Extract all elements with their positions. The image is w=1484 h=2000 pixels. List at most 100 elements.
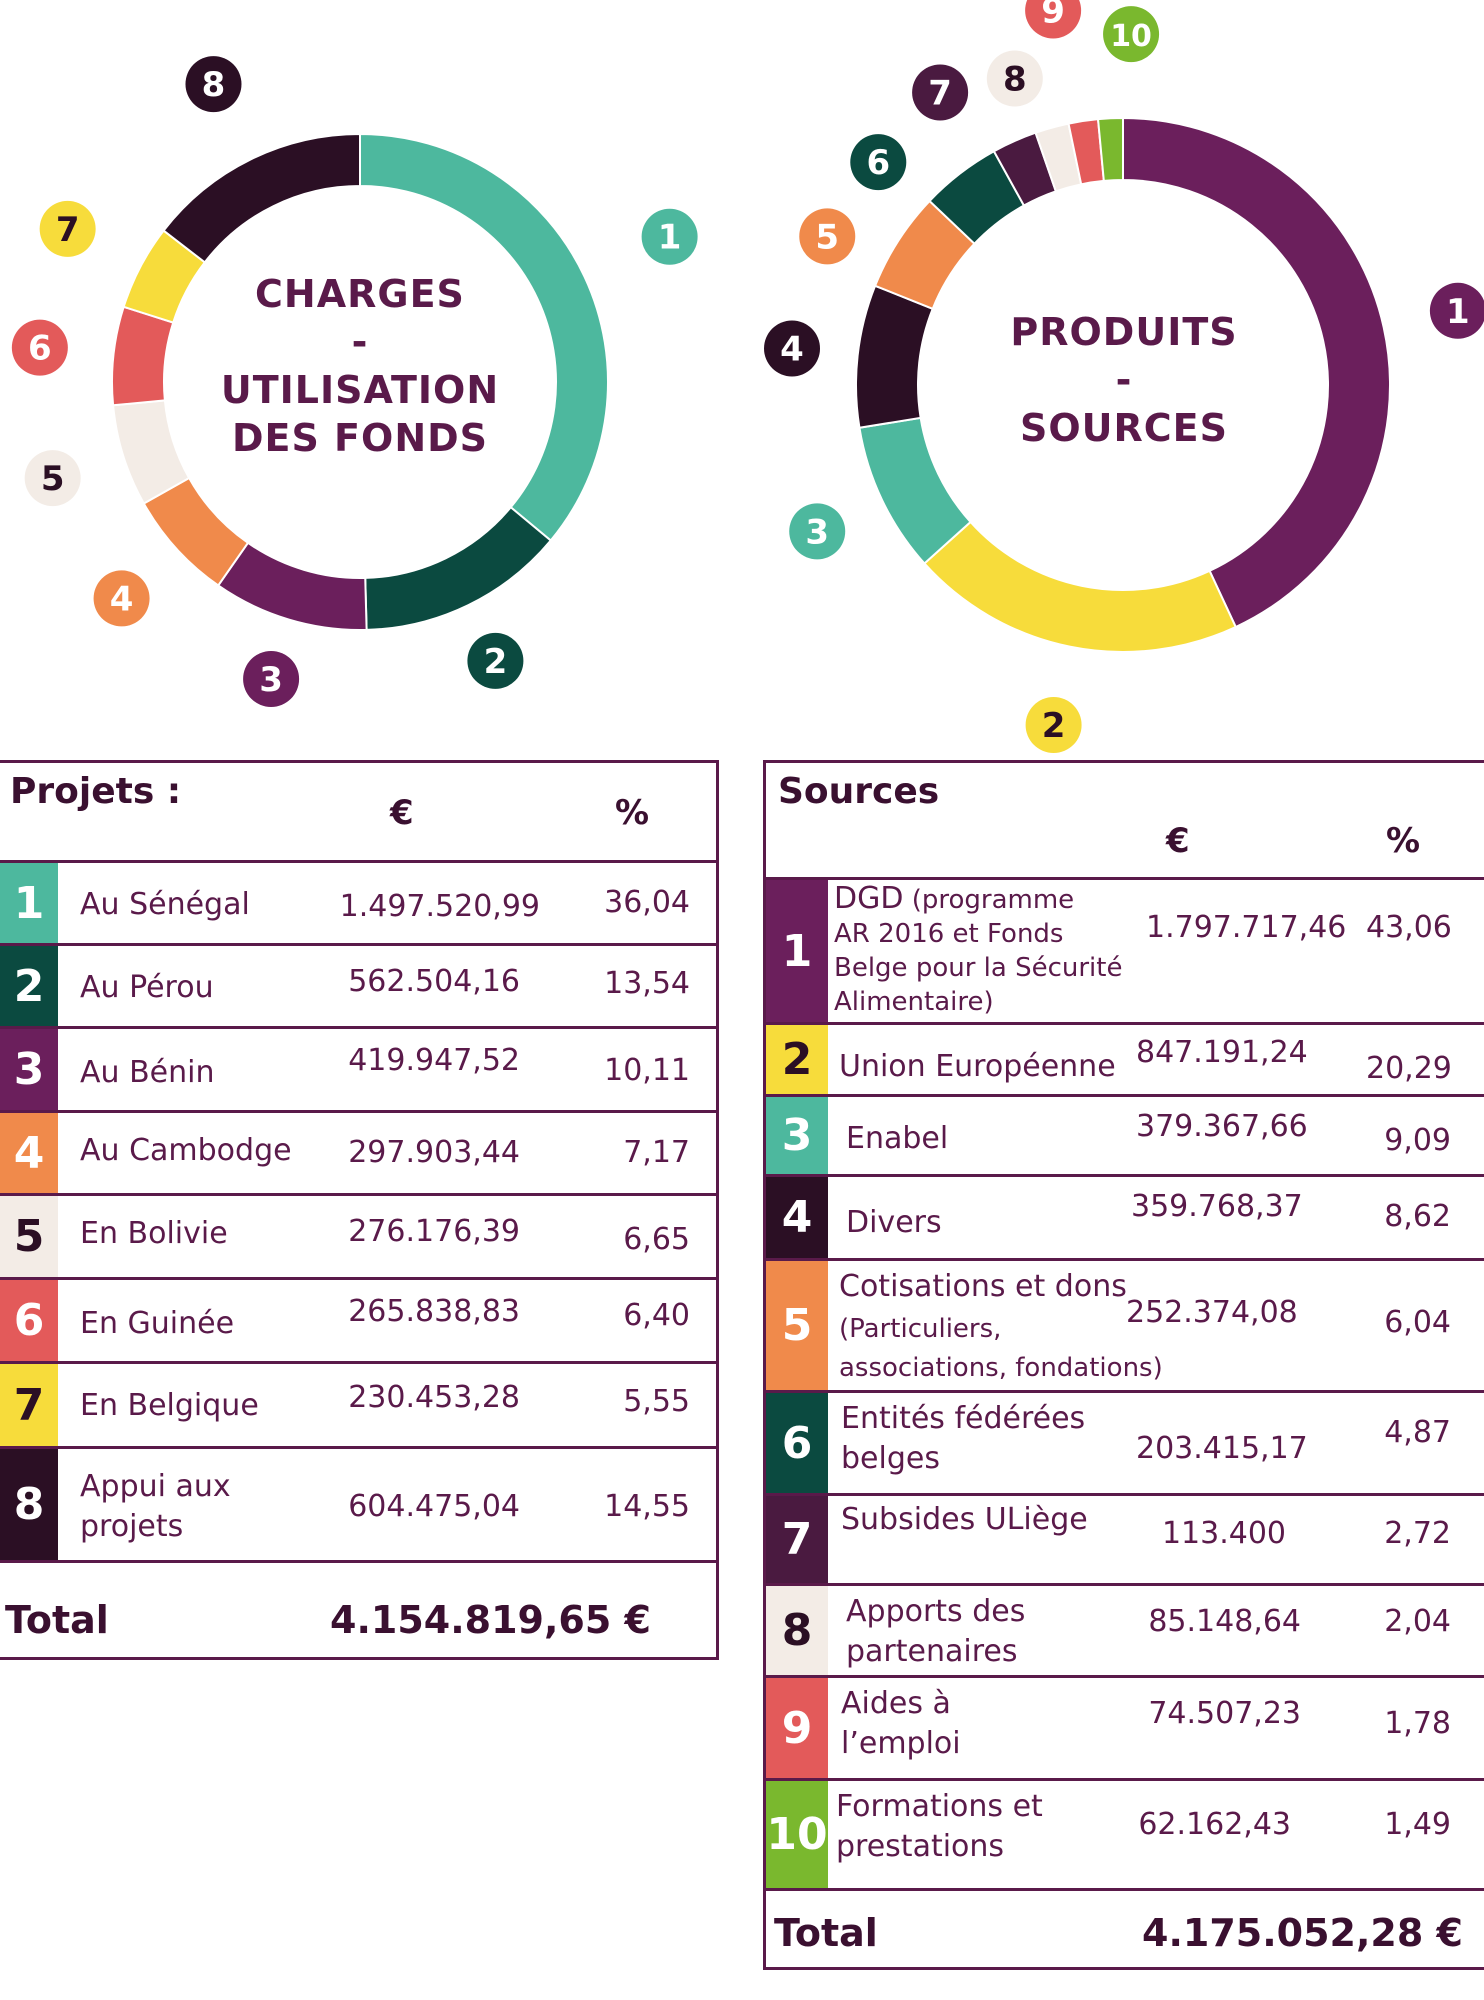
produits-label-text: 4 — [780, 329, 804, 369]
produits-label-text: 1 — [1446, 292, 1470, 332]
row-pct: 20,29 — [1366, 1051, 1452, 1086]
row-label-line-1: Formations et — [836, 1789, 1043, 1824]
table-row: 7 En Belgique 230.453,28 5,55 — [0, 1364, 716, 1449]
charges-label-badge — [93, 570, 150, 627]
row-label: DGD (programme AR 2016 et Fonds Belge po… — [834, 882, 1122, 1019]
row-label-line-2: l’emploi — [841, 1726, 961, 1761]
row-label: Union Européenne — [839, 1049, 1116, 1084]
row-amount: 230.453,28 — [348, 1380, 520, 1415]
charges-slice-3 — [216, 541, 368, 631]
produits-label-badge — [850, 134, 907, 191]
row-pct: 7,17 — [623, 1135, 690, 1170]
produits-label-badge — [1025, 696, 1082, 753]
row-number: 3 — [766, 1097, 828, 1174]
produits-label-badge — [1103, 6, 1160, 63]
charges-label-badge — [39, 200, 96, 257]
row-pct: 6,40 — [623, 1298, 690, 1333]
row-label-line-3: associations, fondations) — [839, 1353, 1163, 1383]
produits-label-badge — [986, 50, 1043, 107]
produits-slice-10 — [1096, 116, 1124, 182]
table-row: 1 Au Sénégal 1.497.520,99 36,04 — [0, 863, 716, 946]
projects-table-header: Projets : € % — [0, 763, 716, 863]
produits-label-text: 10 — [1110, 19, 1152, 54]
produits-donut-chart: 1 2 3 4 567 89 10 — [764, 0, 1484, 753]
charges-slice-6 — [111, 305, 175, 407]
produits-title-line-2: - — [1115, 358, 1133, 402]
charges-slice-label-4: 4 — [93, 570, 150, 627]
row-number: 6 — [766, 1393, 828, 1493]
produits-slice-label-7: 7 — [912, 64, 969, 121]
row-pct: 1,78 — [1384, 1706, 1451, 1741]
produits-label-text: 3 — [805, 512, 829, 552]
charges-label-text: 2 — [484, 642, 508, 682]
row-label: Au Cambodge — [80, 1133, 292, 1168]
row-number: 4 — [0, 1113, 58, 1193]
produits-label-text: 7 — [928, 73, 952, 113]
row-number: 10 — [766, 1781, 828, 1888]
projects-total-label: Total — [5, 1598, 109, 1642]
projects-table: Projets : € % 1 Au Sénégal 1.497.520,99 … — [0, 760, 719, 1660]
charges-label-badge — [11, 319, 68, 376]
row-label-line-1: Entités fédérées — [841, 1401, 1086, 1436]
sources-total-label: Total — [774, 1911, 878, 1955]
row-number: 2 — [0, 946, 58, 1026]
sources-col-pct: % — [1386, 821, 1421, 861]
row-pct: 9,09 — [1384, 1123, 1451, 1158]
table-row: 10 Formations et prestations 62.162,43 1… — [766, 1781, 1484, 1891]
row-number: 5 — [766, 1261, 828, 1390]
row-number: 1 — [766, 880, 828, 1022]
row-label-line-1: Aides à — [841, 1686, 951, 1721]
charges-slice-2 — [364, 505, 553, 631]
row-amount: 252.374,08 — [1126, 1295, 1298, 1330]
row-pct: 1,49 — [1384, 1807, 1451, 1842]
table-row: 9 Aides à l’emploi 74.507,23 1,78 — [766, 1678, 1484, 1781]
produits-slice-label-6: 6 — [850, 134, 907, 191]
charges-label-text: 8 — [202, 65, 226, 105]
produits-label-text: 2 — [1042, 706, 1066, 746]
sources-table-header: Sources € % — [766, 763, 1484, 880]
charges-label-badge — [24, 450, 81, 507]
charges-slice-label-6: 6 — [11, 319, 68, 376]
row-label-line-1: Appui aux — [80, 1469, 231, 1504]
row-label-main: DGD — [834, 881, 904, 916]
projects-total-value: 4.154.819,65 € — [330, 1598, 651, 1642]
projects-col-euro: € — [390, 793, 414, 833]
row-number: 1 — [0, 863, 58, 943]
table-row: 7 Subsides ULiège 113.400 2,72 — [766, 1496, 1484, 1586]
produits-label-text: 9 — [1041, 0, 1065, 31]
sources-table-title: Sources — [778, 771, 940, 812]
row-label: Au Bénin — [80, 1055, 215, 1090]
charges-title-line-3: UTILISATION — [220, 368, 500, 412]
row-label: Entités fédérées belges — [841, 1399, 1085, 1479]
table-row: 3 Enabel 379.367,66 9,09 — [766, 1097, 1484, 1177]
row-number: 8 — [0, 1449, 58, 1560]
charges-donut-chart: 1 2 3 4 5 6 7 8 — [11, 56, 698, 707]
charges-slice-label-2: 2 — [467, 632, 524, 689]
row-label: Appui aux projets — [80, 1467, 231, 1547]
table-row: 8 Apports des partenaires 85.148,64 2,04 — [766, 1586, 1484, 1678]
row-label: En Guinée — [80, 1306, 235, 1341]
produits-slice-label-10: 10 — [1103, 6, 1160, 63]
row-amount: 62.162,43 — [1138, 1807, 1291, 1842]
row-label: En Bolivie — [80, 1216, 228, 1251]
row-pct: 5,55 — [623, 1384, 690, 1419]
row-label-line-2: partenaires — [846, 1634, 1018, 1669]
row-pct: 43,06 — [1366, 910, 1452, 945]
row-label: Aides à l’emploi — [841, 1684, 961, 1764]
row-label: Formations et prestations — [836, 1787, 1043, 1867]
table-row: 5 Cotisations et dons (Particuliers, ass… — [766, 1261, 1484, 1393]
row-amount: 562.504,16 — [348, 964, 520, 999]
produits-slice-label-4: 4 — [764, 320, 821, 377]
row-amount: 604.475,04 — [348, 1489, 520, 1524]
row-pct: 13,54 — [604, 966, 690, 1001]
row-number: 9 — [766, 1678, 828, 1778]
projects-table-title: Projets : — [10, 771, 182, 812]
row-number: 5 — [0, 1196, 58, 1277]
table-row: 4 Divers 359.768,37 8,62 — [766, 1177, 1484, 1261]
row-amount: 1.797.717,46 — [1146, 910, 1347, 945]
charges-slice-label-7: 7 — [39, 200, 96, 257]
produits-title-line-1: PRODUITS — [1010, 310, 1238, 354]
table-row: 1 DGD (programme AR 2016 et Fonds Belge … — [766, 880, 1484, 1025]
produits-slice-label-9: 9 — [1025, 0, 1082, 39]
charges-label-text: 4 — [110, 579, 134, 619]
